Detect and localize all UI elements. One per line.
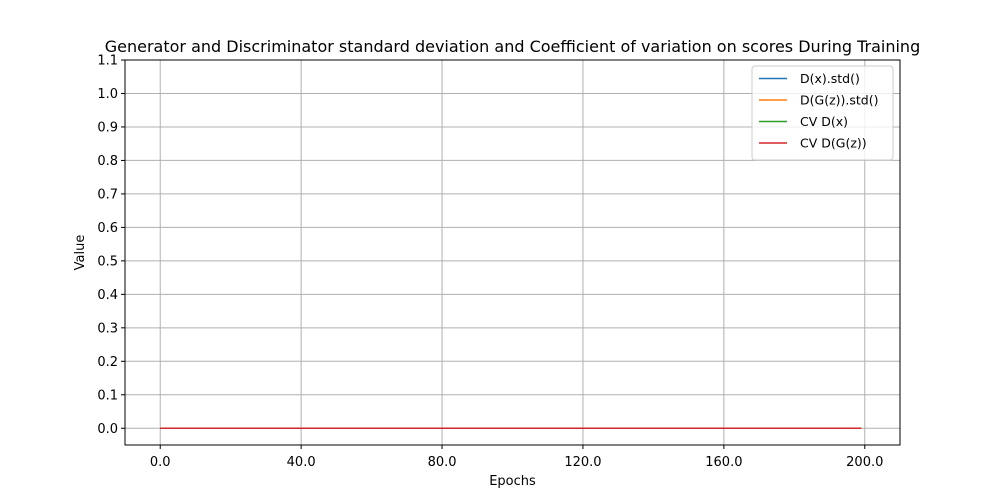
y-tick-label: 1.1 [97, 54, 118, 69]
y-tick-label: 1.0 [97, 87, 118, 102]
x-tick-label: 200.0 [846, 455, 883, 470]
legend-label: D(G(z)).std() [800, 93, 878, 108]
legend-label: CV D(G(z)) [800, 136, 867, 151]
y-tick-label: 0.9 [97, 120, 118, 135]
legend-box [751, 65, 894, 161]
x-axis-label: Epochs [489, 474, 536, 489]
y-tick-label: 0.4 [97, 288, 118, 303]
legend-label: CV D(x) [800, 114, 848, 129]
x-tick-label: 40.0 [287, 455, 316, 470]
y-tick-label: 0.5 [97, 254, 118, 269]
y-tick-label: 0.7 [97, 187, 118, 202]
x-tick-label: 80.0 [428, 455, 457, 470]
legend: D(x).std() D(G(z)).std() CV D(x) CV D(G(z)) [751, 65, 894, 161]
y-tick-label: 0.0 [97, 422, 118, 437]
axis-ticks: 0.0 40.0 80.0 120.0 160.0 200.0 0.0 0.1 0.2 0.3 0.… [97, 54, 883, 471]
y-tick-label: 0.3 [97, 321, 118, 336]
x-tick-label: 120.0 [564, 455, 601, 470]
y-tick-label: 0.6 [97, 221, 118, 236]
x-tick-label: 0.0 [150, 455, 171, 470]
plot-frame [124, 59, 901, 446]
x-tick-label: 160.0 [705, 455, 742, 470]
legend-label: D(x).std() [800, 71, 860, 86]
y-tick-label: 0.8 [97, 154, 118, 169]
chart-title: Generator and Discriminator standard dev… [105, 37, 920, 56]
y-tick-label: 0.2 [97, 355, 118, 370]
y-tick-label: 0.1 [97, 388, 118, 403]
y-axis-label: Value [73, 235, 88, 271]
